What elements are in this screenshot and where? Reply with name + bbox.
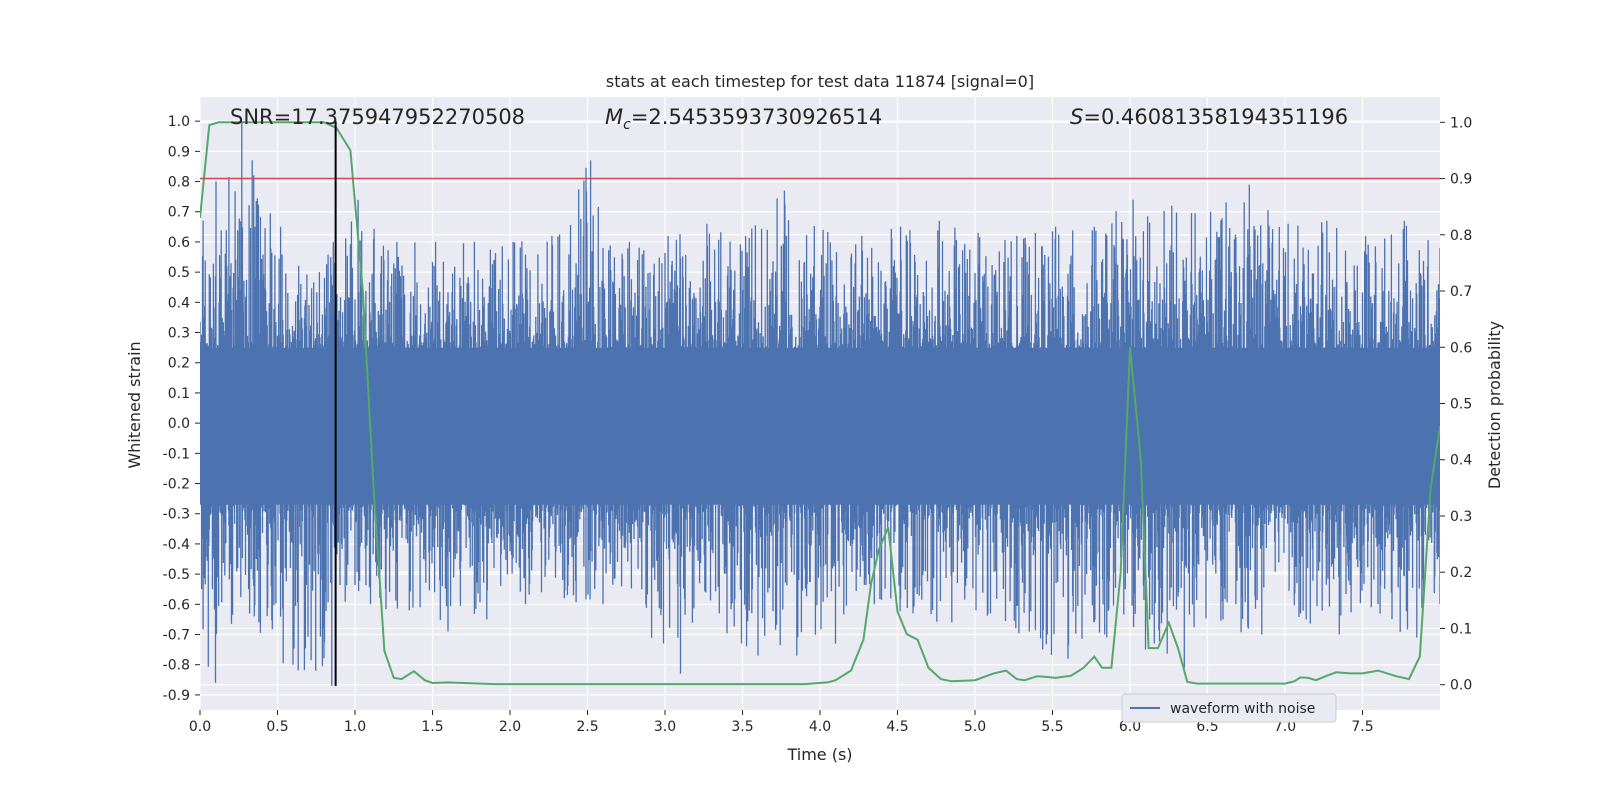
y-tick-label-19: 1.0 [168,114,190,130]
chirp-mass-symbol: M [605,105,623,129]
waveform-series [200,121,1440,686]
x-tick-label-3: 1.5 [421,719,443,735]
y-tick-label-16: 0.7 [168,205,190,221]
y-tick-label-14: 0.5 [168,265,190,281]
x-tick-label-11: 5.5 [1041,719,1063,735]
y2-tick-label-8: 0.8 [1450,228,1472,244]
y-tick-label-3: -0.6 [163,597,190,613]
x-tick-label-9: 4.5 [886,719,908,735]
y-tick-label-13: 0.4 [168,295,190,311]
y-tick-label-5: -0.4 [163,537,190,553]
y-tick-label-8: -0.1 [163,446,190,462]
y-tick-label-17: 0.8 [168,175,190,191]
significance-value: =0.46081358194351196 [1083,105,1348,129]
x-axis-label: Time (s) [786,745,852,764]
legend: waveform with noise [1121,693,1337,723]
significance-annotation: S=0.46081358194351196 [1070,105,1348,129]
chirp-mass-value: =2.5453593730926514 [631,105,882,129]
y-tick-label-11: 0.2 [168,356,190,372]
legend-entry-waveform: waveform with noise [1170,701,1315,717]
x-tick-label-12: 6.0 [1119,719,1141,735]
x-tick-label-8: 4.0 [809,719,831,735]
waveform-trace [200,121,1440,686]
y2-tick-label-2: 0.2 [1450,565,1472,581]
x-tick-label-10: 5.0 [964,719,986,735]
y-tick-label-18: 0.9 [168,144,190,160]
x-tick-label-7: 3.5 [731,719,753,735]
chirp-mass-subscript: c [623,117,631,133]
x-tick-label-1: 0.5 [266,719,288,735]
y-axis-ticks: -0.9 -0.8 -0.7 -0.6 -0.5 -0.4 -0.3 -0.2 -0.1 0.0 0… [163,114,200,704]
y-tick-label-4: -0.5 [163,567,190,583]
y2-tick-label-10: 1.0 [1450,115,1472,131]
y2-tick-label-9: 0.9 [1450,172,1472,188]
y2-axis-label: Detection probability [1485,321,1504,489]
x-tick-label-4: 2.0 [499,719,521,735]
x-tick-label-5: 2.5 [576,719,598,735]
y2-tick-label-5: 0.5 [1450,397,1472,413]
significance-symbol: S [1070,105,1083,129]
y2-tick-label-3: 0.3 [1450,509,1472,525]
y-tick-label-12: 0.3 [168,326,190,342]
legend-box [1121,693,1337,723]
x-tick-label-6: 3.0 [654,719,676,735]
x-tick-label-15: 7.5 [1351,719,1373,735]
y-tick-label-15: 0.6 [168,235,190,251]
y-tick-label-2: -0.7 [163,628,190,644]
y-tick-label-7: -0.2 [163,477,190,493]
detection-probability-series [200,121,1440,686]
y2-tick-label-4: 0.4 [1450,453,1472,469]
y2-tick-label-6: 0.6 [1450,340,1472,356]
y-tick-label-9: 0.0 [168,416,190,432]
y-tick-label-6: -0.3 [163,507,190,523]
y2-axis-ticks: 0.0 0.1 0.2 0.3 0.4 0.5 0.6 0.7 0.8 0.9 1.0 [1440,115,1472,694]
y-tick-label-1: -0.8 [163,658,190,674]
x-tick-label-13: 6.5 [1196,719,1218,735]
x-tick-label-0: 0.0 [189,719,211,735]
x-axis-ticks: 0.0 0.5 1.0 1.5 2.0 2.5 3.0 3.5 4.0 4.5 5.0 5.5 6.0 6… [189,710,1374,735]
chart-title: stats at each timestep for test data 118… [606,72,1034,91]
y-tick-label-0: -0.9 [163,688,190,704]
snr-annotation: SNR=17.375947952270508 [230,105,525,129]
y-tick-label-10: 0.1 [168,386,190,402]
x-tick-label-2: 1.0 [344,719,366,735]
chirp-mass-annotation: Mc=2.5453593730926514 [605,105,882,133]
y2-tick-label-0: 0.0 [1450,678,1472,694]
y2-tick-label-7: 0.7 [1450,284,1472,300]
y2-tick-label-1: 0.1 [1450,621,1472,637]
x-tick-label-14: 7.0 [1274,719,1296,735]
y-axis-label: Whitened strain [125,341,144,468]
